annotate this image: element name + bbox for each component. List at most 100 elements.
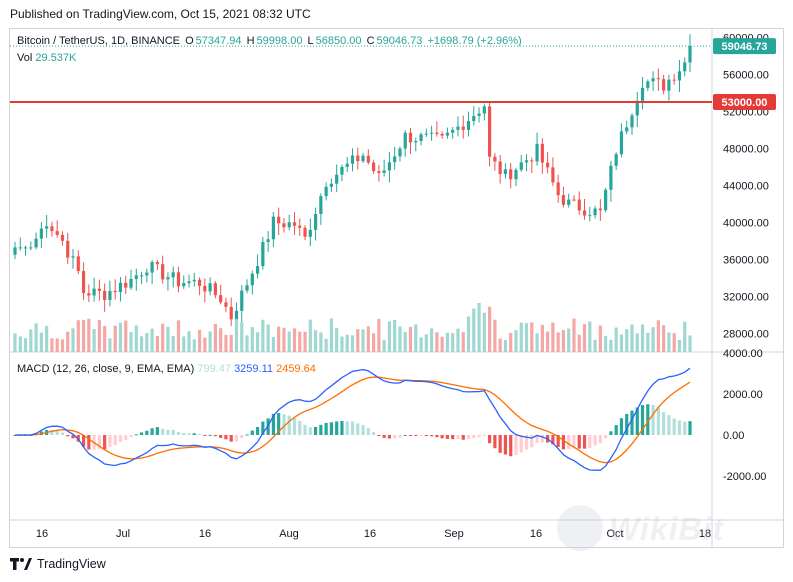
macd-histogram-bar <box>245 434 249 436</box>
volume-bar <box>503 339 508 352</box>
candle-body <box>435 132 439 134</box>
candle-body <box>646 81 650 88</box>
volume-bar <box>45 325 49 352</box>
candle-body <box>39 228 43 239</box>
macd-histogram-bar <box>166 429 170 435</box>
macd-histogram-bar <box>382 435 386 438</box>
volume-bar <box>303 331 307 352</box>
macd-histogram-bar <box>498 435 502 453</box>
candle-body <box>219 295 223 303</box>
candle-body <box>124 282 128 288</box>
vol-label: Vol <box>17 52 33 64</box>
open-value: 57347.94 <box>195 35 242 47</box>
macd-histogram-bar <box>66 435 70 437</box>
volume-bar <box>466 316 471 352</box>
candle-body <box>398 148 402 157</box>
volume-bar <box>482 312 486 352</box>
macd-histogram-bar <box>514 435 518 456</box>
volume-bar <box>192 339 196 352</box>
resistance-tag-bg <box>713 94 776 111</box>
candle-body <box>524 160 529 163</box>
volume-bar <box>677 339 682 352</box>
volume-bar <box>97 319 101 352</box>
candle-body <box>377 171 381 173</box>
candle-body <box>303 227 307 237</box>
time-tick-label: Aug <box>279 528 299 540</box>
last-price-tag-bg <box>713 38 776 55</box>
candle-body <box>688 46 692 63</box>
volume-bar <box>688 335 692 352</box>
candle-body <box>50 226 54 232</box>
macd-histogram-bar <box>361 425 365 435</box>
volume-bar <box>229 334 233 352</box>
candle-body <box>166 277 170 280</box>
macd-histogram-bar <box>561 435 566 450</box>
macd-histogram-bar <box>255 427 260 435</box>
macd-histogram-bar <box>308 427 312 435</box>
macd-histogram-bar <box>161 428 165 435</box>
volume-bar <box>350 335 355 352</box>
volume-bar <box>635 333 639 352</box>
candle-body <box>482 106 486 114</box>
volume-bar <box>582 324 587 352</box>
macd-histogram-bar <box>662 412 666 435</box>
candle-body <box>145 272 149 276</box>
candle-body <box>13 247 17 255</box>
volume-bar <box>530 322 534 352</box>
candle-body <box>308 229 312 237</box>
candle-body <box>419 134 423 142</box>
candle-body <box>313 213 318 230</box>
footer-brand[interactable]: TradingView <box>10 557 106 571</box>
price-legend: Bitcoin / TetherUS, 1D, BINANCE O 57347.9… <box>17 35 524 47</box>
macd-histogram-bar <box>113 435 117 446</box>
macd-histogram-bar <box>656 407 660 435</box>
candle-body <box>461 126 465 130</box>
macd-histogram-bar <box>345 421 349 435</box>
volume-bar <box>382 339 386 352</box>
candle-body <box>34 238 38 248</box>
volume-bar <box>166 326 170 352</box>
volume-bar <box>13 333 17 352</box>
candle-body <box>203 285 207 292</box>
volume-bar <box>398 326 402 352</box>
macd-histogram-bar <box>50 430 54 435</box>
watermark: WikiBit <box>557 505 767 555</box>
candle-body <box>197 279 202 286</box>
volume-bar <box>598 325 602 352</box>
macd-histogram-bar <box>371 432 376 435</box>
candle-body <box>139 275 144 277</box>
macd-histogram-bar <box>197 434 202 436</box>
candle-body <box>161 264 165 280</box>
macd-signal-line <box>15 376 691 464</box>
macd-histogram-bar <box>614 425 618 435</box>
macd-tick-label: -2000.00 <box>723 471 766 483</box>
candle-body <box>134 275 138 279</box>
watermark-logo-icon <box>557 505 603 551</box>
time-tick-label: Oct <box>606 528 623 540</box>
macd-histogram-bar <box>87 435 91 450</box>
macd-histogram-bar <box>451 435 455 440</box>
volume-bar <box>366 326 370 352</box>
price-tick-label: 36000.00 <box>723 254 769 266</box>
volume-bar <box>161 323 165 352</box>
macd-histogram-bar <box>377 435 381 436</box>
candle-body <box>366 155 370 163</box>
candle-body <box>530 160 534 162</box>
volume-bar <box>266 324 270 352</box>
change-value: +1698.79 (+2.96%) <box>427 35 522 47</box>
macd-histogram-bar <box>482 435 486 437</box>
macd-tick-label: 0.00 <box>723 430 744 442</box>
volume-bar <box>424 334 428 352</box>
candle-body <box>456 126 460 130</box>
macd-histogram-bar <box>203 435 207 436</box>
volume-bar <box>414 324 418 352</box>
candle-body <box>71 256 75 258</box>
candle-body <box>577 199 581 211</box>
candle-body <box>324 186 328 197</box>
candle-body <box>176 272 181 287</box>
macd-histogram-bar <box>118 435 123 442</box>
macd-histogram-bar <box>335 421 339 435</box>
macd-histogram-bar <box>393 435 397 439</box>
volume-bar <box>614 327 618 352</box>
